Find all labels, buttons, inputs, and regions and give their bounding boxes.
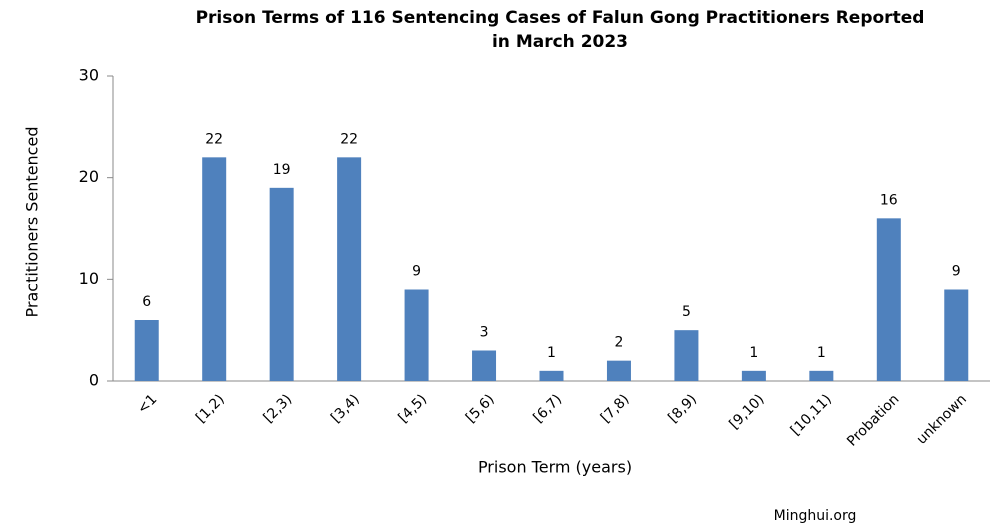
bar [337,157,362,381]
bar [472,350,497,381]
chart-title: Prison Terms of 116 Sentencing Cases of … [196,8,925,28]
y-tick-label: 0 [89,371,99,390]
value-label: 22 [340,131,358,147]
value-label: 5 [682,304,691,320]
bar [809,370,834,381]
value-label: 16 [880,192,898,208]
bar [202,157,227,381]
bar [539,370,564,381]
y-tick-label: 30 [79,66,99,85]
bar [606,360,631,381]
bar [876,218,901,381]
y-tick-label: 20 [79,167,99,186]
x-tick-label: Probation [844,391,902,449]
value-label: 1 [547,345,556,361]
x-axis-title: Prison Term (years) [478,458,632,477]
bar [269,187,294,381]
value-label: 19 [273,162,291,178]
x-tick-label: [5,6) [463,391,498,426]
value-label: 9 [952,264,961,280]
x-tick-label: [6,7) [530,391,565,426]
bar [741,370,766,381]
x-tick-label: [8,9) [665,391,700,426]
value-label: 1 [817,345,826,361]
value-label: 3 [480,325,489,341]
value-label: 22 [205,131,223,147]
x-tick-label: [3,4) [328,391,363,426]
x-tick-label: <1 [134,391,160,417]
x-tick-label: [7,8) [598,391,633,426]
bar [404,289,429,381]
value-label: 6 [142,294,151,310]
x-tick-label: [2,3) [261,391,296,426]
bar [134,320,159,381]
bar [944,289,969,381]
value-label: 9 [412,264,421,280]
source: Minghui.org [774,508,857,524]
value-label: 2 [615,335,624,351]
x-tick-label: [1,2) [193,391,228,426]
y-axis-title: Practitioners Sentenced [23,127,42,318]
bar [674,330,699,381]
x-tick-label: [9,10) [726,391,767,432]
x-tick-label: unknown [914,391,970,447]
chart-title: in March 2023 [492,32,628,52]
y-tick-label: 10 [79,269,99,288]
x-tick-label: [4,5) [395,391,430,426]
x-tick-label: [10,11) [788,391,835,438]
value-label: 1 [749,345,758,361]
